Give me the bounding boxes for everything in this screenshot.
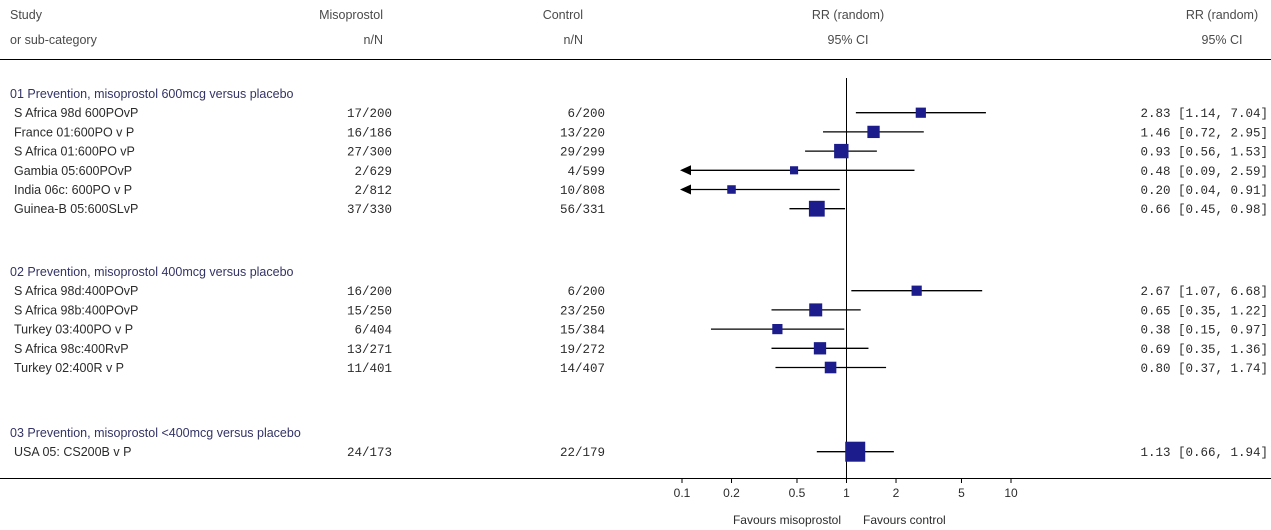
control-nN: 19/272 (560, 343, 605, 357)
misoprostol-nN: 17/200 (347, 107, 392, 121)
tick-label: 5 (958, 486, 965, 500)
study-name: India 06c: 600PO v P (14, 183, 132, 197)
rr-ci-value: 0.80 [0.37, 1.74] (1140, 362, 1268, 376)
control-nN: 14/407 (560, 362, 605, 376)
control-nN: 4/599 (567, 165, 605, 179)
point-estimate-marker (772, 324, 783, 335)
study-name: S Africa 98d:400POvP (14, 284, 138, 298)
point-estimate-marker (911, 285, 922, 296)
point-estimate-marker (845, 441, 866, 462)
study-name: S Africa 98b:400POvP (14, 303, 138, 317)
ci-truncation-arrow (680, 165, 691, 176)
header-ci-values: 95% CI (1202, 33, 1243, 47)
study-name: Turkey 02:400R v P (14, 361, 124, 375)
ci-truncation-arrow (680, 184, 691, 195)
study-name: S Africa 01:600PO vP (14, 145, 135, 159)
control-nN: 6/200 (567, 107, 605, 121)
rr-ci-value: 1.13 [0.66, 1.94] (1140, 446, 1268, 460)
misoprostol-nN: 37/330 (347, 203, 392, 217)
misoprostol-nN: 13/271 (347, 343, 392, 357)
header-control: Control (543, 8, 583, 22)
point-estimate-marker (915, 107, 926, 118)
tick-label: 2 (893, 486, 900, 500)
header-ci-plot: 95% CI (828, 33, 869, 47)
misoprostol-nN: 15/250 (347, 304, 392, 318)
point-estimate-marker (813, 342, 827, 355)
misoprostol-nN: 6/404 (354, 324, 392, 338)
control-nN: 56/331 (560, 203, 605, 217)
rr-ci-value: 0.48 [0.09, 2.59] (1140, 165, 1268, 179)
point-estimate-marker (809, 303, 823, 317)
rr-ci-value: 2.83 [1.14, 7.04] (1140, 107, 1268, 121)
control-nN: 22/179 (560, 446, 605, 460)
header-rr-plot: RR (random) (812, 8, 884, 22)
tick-label: 1 (843, 486, 850, 500)
header-rr-values: RR (random) (1186, 8, 1258, 22)
tick-label: 10 (1004, 486, 1018, 500)
x-axis: 0.1 0.2 0.5 1 2 5 10 (674, 478, 1018, 500)
group-title: 01 Prevention, misoprostol 600mcg versus… (10, 87, 294, 101)
tick-label: 0.5 (789, 486, 806, 500)
study-name: Guinea-B 05:600SLvP (14, 202, 138, 216)
header-misoprostol: Misoprostol (319, 8, 383, 22)
rr-ci-value: 0.66 [0.45, 0.98] (1140, 203, 1268, 217)
control-nN: 10/808 (560, 184, 605, 198)
misoprostol-nN: 27/300 (347, 146, 392, 160)
header-misoprostol-nN: n/N (364, 33, 383, 47)
header-study: Study (10, 8, 43, 22)
header-subcategory: or sub-category (10, 33, 98, 47)
rr-ci-value: 2.67 [1.07, 6.68] (1140, 285, 1268, 299)
control-nN: 13/220 (560, 126, 605, 140)
point-estimate-marker (808, 200, 825, 217)
misoprostol-nN: 24/173 (347, 446, 392, 460)
rr-ci-value: 0.69 [0.35, 1.36] (1140, 343, 1268, 357)
study-name: Gambia 05:600POvP (14, 164, 132, 178)
misoprostol-nN: 16/200 (347, 285, 392, 299)
control-nN: 23/250 (560, 304, 605, 318)
misoprostol-nN: 2/812 (354, 184, 392, 198)
rr-ci-value: 0.38 [0.15, 0.97] (1140, 324, 1268, 338)
point-estimate-marker (867, 125, 880, 139)
favours-misoprostol-label: Favours misoprostol (733, 513, 841, 527)
header-control-nN: n/N (564, 33, 583, 47)
study-rows: 01 Prevention, misoprostol 600mcg versus… (10, 87, 1268, 462)
rr-ci-value: 0.20 [0.04, 0.91] (1140, 184, 1268, 198)
group-title: 03 Prevention, misoprostol <400mcg versu… (10, 426, 301, 440)
rr-ci-value: 0.93 [0.56, 1.53] (1140, 146, 1268, 160)
control-nN: 15/384 (560, 324, 605, 338)
study-name: USA 05: CS200B v P (14, 445, 131, 459)
rr-ci-value: 0.65 [0.35, 1.22] (1140, 304, 1268, 318)
misoprostol-nN: 11/401 (347, 362, 392, 376)
misoprostol-nN: 2/629 (354, 165, 392, 179)
study-name: S Africa 98d 600POvP (14, 106, 138, 120)
study-name: Turkey 03:400PO v P (14, 323, 133, 337)
group-title: 02 Prevention, misoprostol 400mcg versus… (10, 265, 294, 279)
study-name: France 01:600PO v P (14, 125, 134, 139)
tick-label: 0.2 (723, 486, 740, 500)
point-estimate-marker (790, 166, 799, 175)
control-nN: 6/200 (567, 285, 605, 299)
control-nN: 29/299 (560, 146, 605, 160)
point-estimate-marker (824, 361, 837, 374)
tick-label: 0.1 (674, 486, 691, 500)
rr-ci-value: 1.46 [0.72, 2.95] (1140, 126, 1268, 140)
point-estimate-marker (727, 185, 736, 194)
misoprostol-nN: 16/186 (347, 126, 392, 140)
study-name: S Africa 98c:400RvP (14, 342, 129, 356)
favours-control-label: Favours control (863, 513, 946, 527)
point-estimate-marker (834, 143, 849, 159)
